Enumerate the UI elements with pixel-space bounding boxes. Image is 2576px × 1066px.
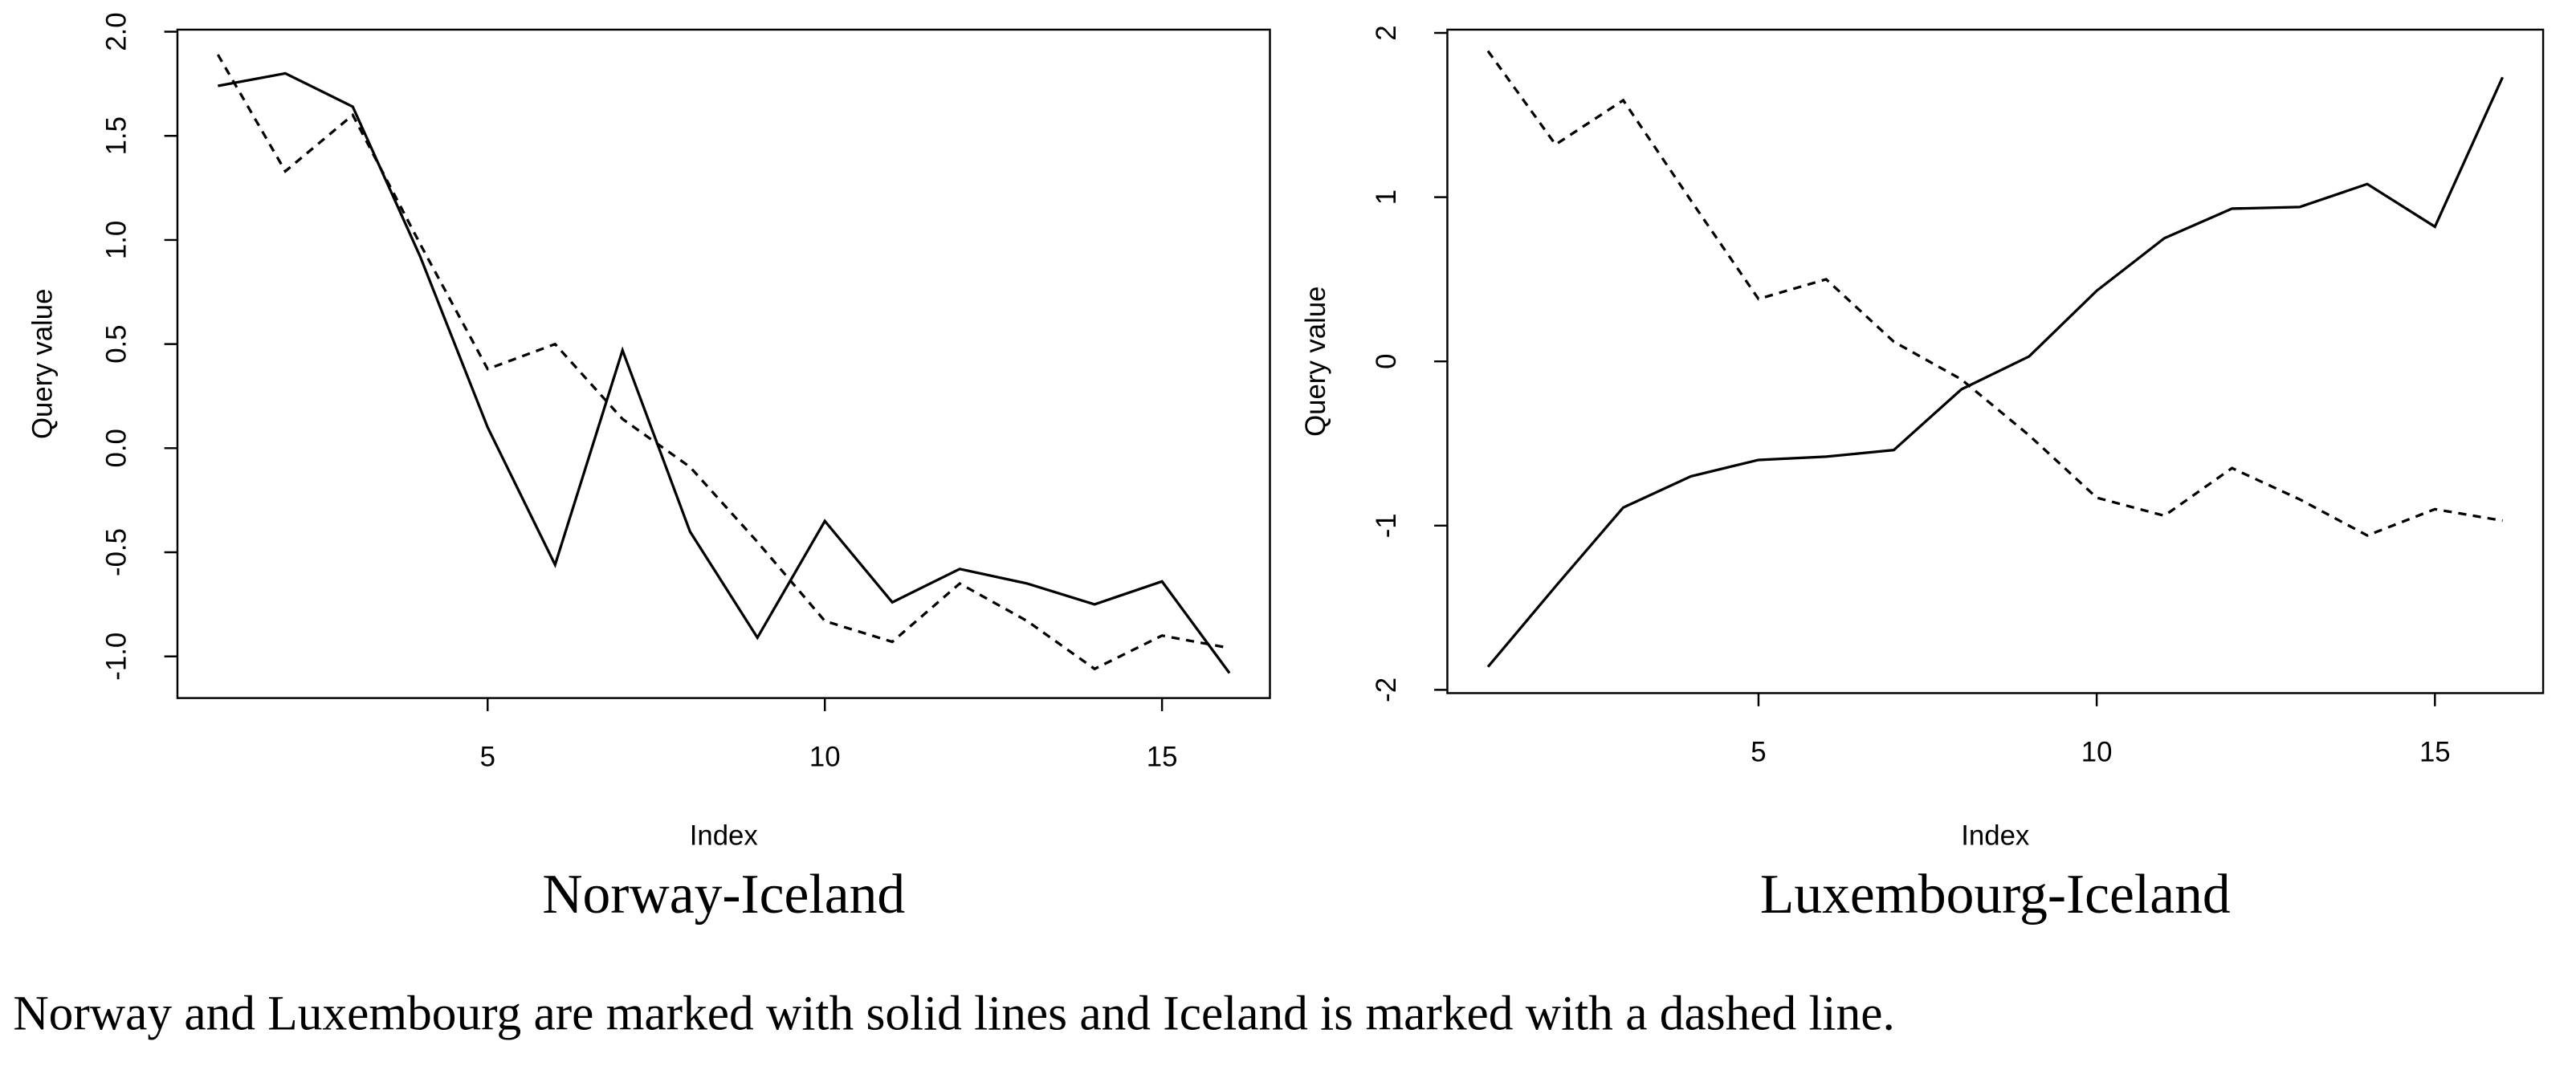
y-axis-label: Query value xyxy=(1301,286,1331,436)
y-tick-label: -1 xyxy=(1372,513,1402,538)
chart-title: Luxembourg-Iceland xyxy=(1760,864,2231,926)
y-tick-label: 1.0 xyxy=(101,221,132,259)
series-line xyxy=(1486,50,2503,537)
x-tick-label: 5 xyxy=(480,743,495,773)
series-line xyxy=(1486,76,2505,668)
x-tick-label: 15 xyxy=(2419,737,2451,767)
y-tick-label: 0 xyxy=(1372,354,1402,369)
y-tick-label: 0.0 xyxy=(101,429,132,467)
x-axis-label: Index xyxy=(1961,821,2030,852)
x-tick-label: 5 xyxy=(1751,737,1766,767)
plot-frame xyxy=(1446,28,2545,694)
caption: Norway and Luxembourg are marked with so… xyxy=(13,987,1894,1041)
x-axis-label: Index xyxy=(690,821,759,852)
y-tick-label: 1 xyxy=(1372,189,1402,205)
x-tick-label: 10 xyxy=(2081,737,2113,767)
y-tick-label: 2 xyxy=(1372,25,1402,40)
y-tick-label: -2 xyxy=(1372,677,1402,702)
chart-title: Norway-Iceland xyxy=(542,864,905,926)
y-tick-label: 1.5 xyxy=(101,116,132,155)
x-tick-label: 15 xyxy=(1147,743,1178,773)
y-tick-label: 0.5 xyxy=(101,324,132,363)
y-tick-label: 2.0 xyxy=(101,12,132,51)
y-tick-label: -0.5 xyxy=(101,528,132,576)
y-axis-label: Query value xyxy=(27,289,58,439)
y-tick-label: -1.0 xyxy=(101,633,132,681)
series-line xyxy=(216,54,1230,671)
plot-frame xyxy=(176,28,1271,699)
x-tick-label: 10 xyxy=(809,743,841,773)
series-line xyxy=(218,71,1231,674)
